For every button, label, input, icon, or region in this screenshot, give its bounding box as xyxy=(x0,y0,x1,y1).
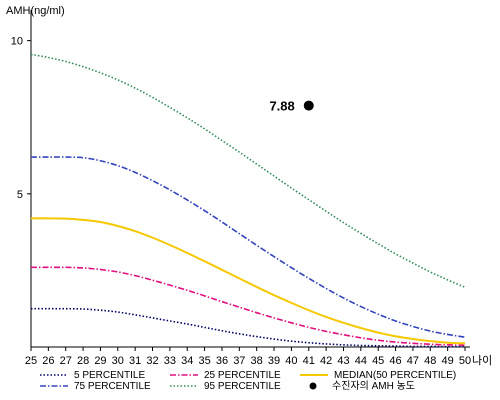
legend-swatch-patient xyxy=(309,382,317,390)
x-tick-label: 46 xyxy=(389,355,401,367)
legend-label-patient: 수진자의 AMH 농도 xyxy=(332,380,415,392)
x-tick-label: 45 xyxy=(372,355,384,367)
x-ticks: 25 26 27 28 29 30 31 32 33 34 35 36 37 38 39 40 41 42 43 44… xyxy=(25,347,471,367)
series-line-5-percentile xyxy=(31,307,466,348)
x-tick-label: 33 xyxy=(164,355,176,367)
x-tick-label: 42 xyxy=(320,355,332,367)
x-tick-label: 50 xyxy=(459,355,471,367)
x-axis-title: 나이 xyxy=(472,354,492,367)
y-ticks: 5 10 xyxy=(11,36,31,201)
x-tick-label: 44 xyxy=(355,355,367,367)
legend-label: 95 PERCENTILE xyxy=(204,381,281,392)
x-tick-label: 47 xyxy=(407,355,419,367)
x-tick-label: 26 xyxy=(42,355,54,367)
patient-marker-group: 7.88 xyxy=(269,99,314,114)
legend-label: 25 PERCENTILE xyxy=(204,370,281,381)
series-line-75-percentile xyxy=(30,156,466,338)
y-tick-label: 10 xyxy=(11,36,23,48)
x-tick-label: 40 xyxy=(285,355,297,367)
x-tick-label: 34 xyxy=(181,355,193,367)
x-tick-label: 29 xyxy=(94,355,106,367)
x-tick-label: 36 xyxy=(216,355,228,367)
series-line-median-50-percentile xyxy=(30,217,466,345)
x-tick-label: 41 xyxy=(303,355,315,367)
series-line-25-percentile xyxy=(31,266,466,346)
legend-label: MEDIAN(50 PERCENTILE) xyxy=(334,370,456,381)
x-tick-label: 30 xyxy=(112,355,124,367)
x-tick-label: 35 xyxy=(198,355,210,367)
series-line-95-percentile xyxy=(30,53,466,288)
x-tick-label: 31 xyxy=(129,355,141,367)
y-axis-title: AMH(ng/ml) xyxy=(6,5,65,17)
patient-point-marker xyxy=(303,100,314,111)
x-tick-label: 27 xyxy=(60,355,72,367)
legend: 5 PERCENTILE 25 PERCENTILE MEDIAN(50 PERCE… xyxy=(40,370,456,392)
series-lines xyxy=(30,53,466,348)
x-tick-label: 25 xyxy=(25,355,37,367)
legend-label: 75 PERCENTILE xyxy=(74,381,151,392)
x-tick-label: 38 xyxy=(251,355,263,367)
patient-point-label: 7.88 xyxy=(269,99,294,114)
x-tick-label: 32 xyxy=(146,355,158,367)
y-tick-label: 5 xyxy=(17,189,23,201)
x-tick-label: 49 xyxy=(442,355,454,367)
x-tick-label: 48 xyxy=(424,355,436,367)
x-tick-label: 43 xyxy=(337,355,349,367)
legend-label: 5 PERCENTILE xyxy=(74,370,145,381)
x-tick-label: 37 xyxy=(233,355,245,367)
x-tick-label: 28 xyxy=(77,355,89,367)
x-tick-label: 39 xyxy=(268,355,280,367)
